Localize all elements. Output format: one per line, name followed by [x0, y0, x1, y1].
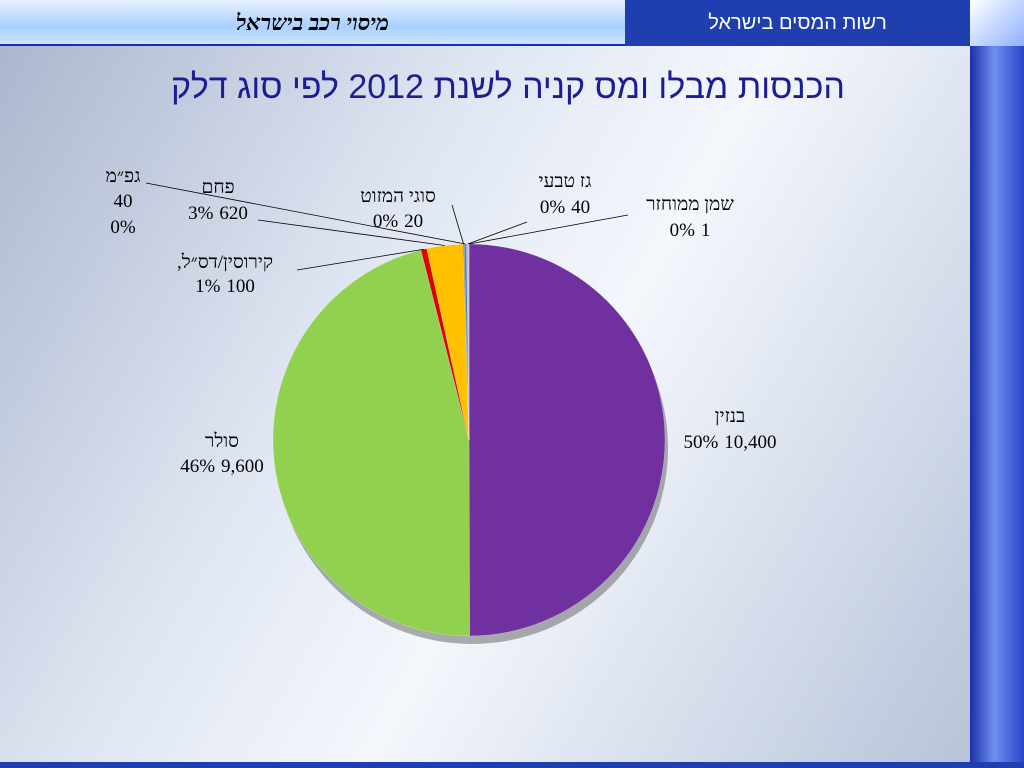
- value-label: 1: [701, 220, 711, 241]
- bottom-line: [0, 762, 1024, 768]
- value-label: 9,600: [221, 456, 264, 477]
- topic: מיסוי רכב בישראל: [235, 10, 390, 35]
- slice-value: 0% 40: [540, 197, 590, 218]
- chart: הכנסות מבלו ומס קניה לשנת 2012 לפי סוג ד…: [106, 68, 845, 644]
- pie-slice: [468, 243, 666, 637]
- side-strip: [970, 0, 1024, 768]
- slice-label: גפ״מ: [106, 166, 141, 187]
- pie-slice: [426, 243, 470, 441]
- percent-label: 50%: [683, 432, 718, 453]
- organization: רשות המסים בישראל: [708, 12, 887, 34]
- topic-bar: [0, 0, 625, 46]
- percent-label: 46%: [180, 456, 215, 477]
- org-bar: [625, 0, 970, 46]
- slice-value: 0% 1: [670, 220, 711, 241]
- slice-value: 50% 10,400: [683, 432, 776, 453]
- value-label: 10,400: [724, 432, 776, 453]
- corner: [970, 0, 1024, 46]
- leader-line: [296, 248, 424, 271]
- slice-label: שמן ממוחזר: [646, 194, 734, 215]
- slice-value: 0% 20: [373, 211, 423, 232]
- leader-line: [467, 221, 528, 245]
- percent-label: 0%: [110, 217, 136, 238]
- slice-label: סולר: [205, 431, 239, 452]
- percent-label: 0%: [540, 197, 566, 218]
- leader-line: [451, 204, 465, 245]
- percent-label: 1%: [195, 276, 221, 297]
- slice-label: פחם: [201, 177, 234, 198]
- slice-label: קירוסין/דס״ל,: [177, 252, 273, 273]
- leader-line: [468, 214, 629, 245]
- slice-value: 46% 9,600: [180, 456, 264, 477]
- leader-line: [145, 182, 466, 245]
- chart-title: הכנסות מבלו ומס קניה לשנת 2012 לפי סוג ד…: [171, 68, 845, 106]
- slice-value: 1% 100: [195, 276, 255, 297]
- slice-value: 3% 620: [188, 203, 248, 224]
- percent-label: 0%: [670, 220, 696, 241]
- value-label: 40: [114, 191, 133, 212]
- percent-label: 3%: [188, 203, 214, 224]
- percent-label: 0%: [373, 211, 399, 232]
- slice-label: בנזין: [715, 406, 745, 427]
- value-label: 620: [219, 203, 248, 224]
- pie-slice: [272, 249, 470, 637]
- leader-line: [257, 219, 445, 246]
- value-label: 20: [404, 211, 423, 232]
- slice-label: סוגי המזוט: [360, 186, 436, 207]
- value-label: 100: [226, 276, 255, 297]
- slice-label: גז טבעי: [539, 171, 592, 192]
- value-label: 40: [571, 197, 590, 218]
